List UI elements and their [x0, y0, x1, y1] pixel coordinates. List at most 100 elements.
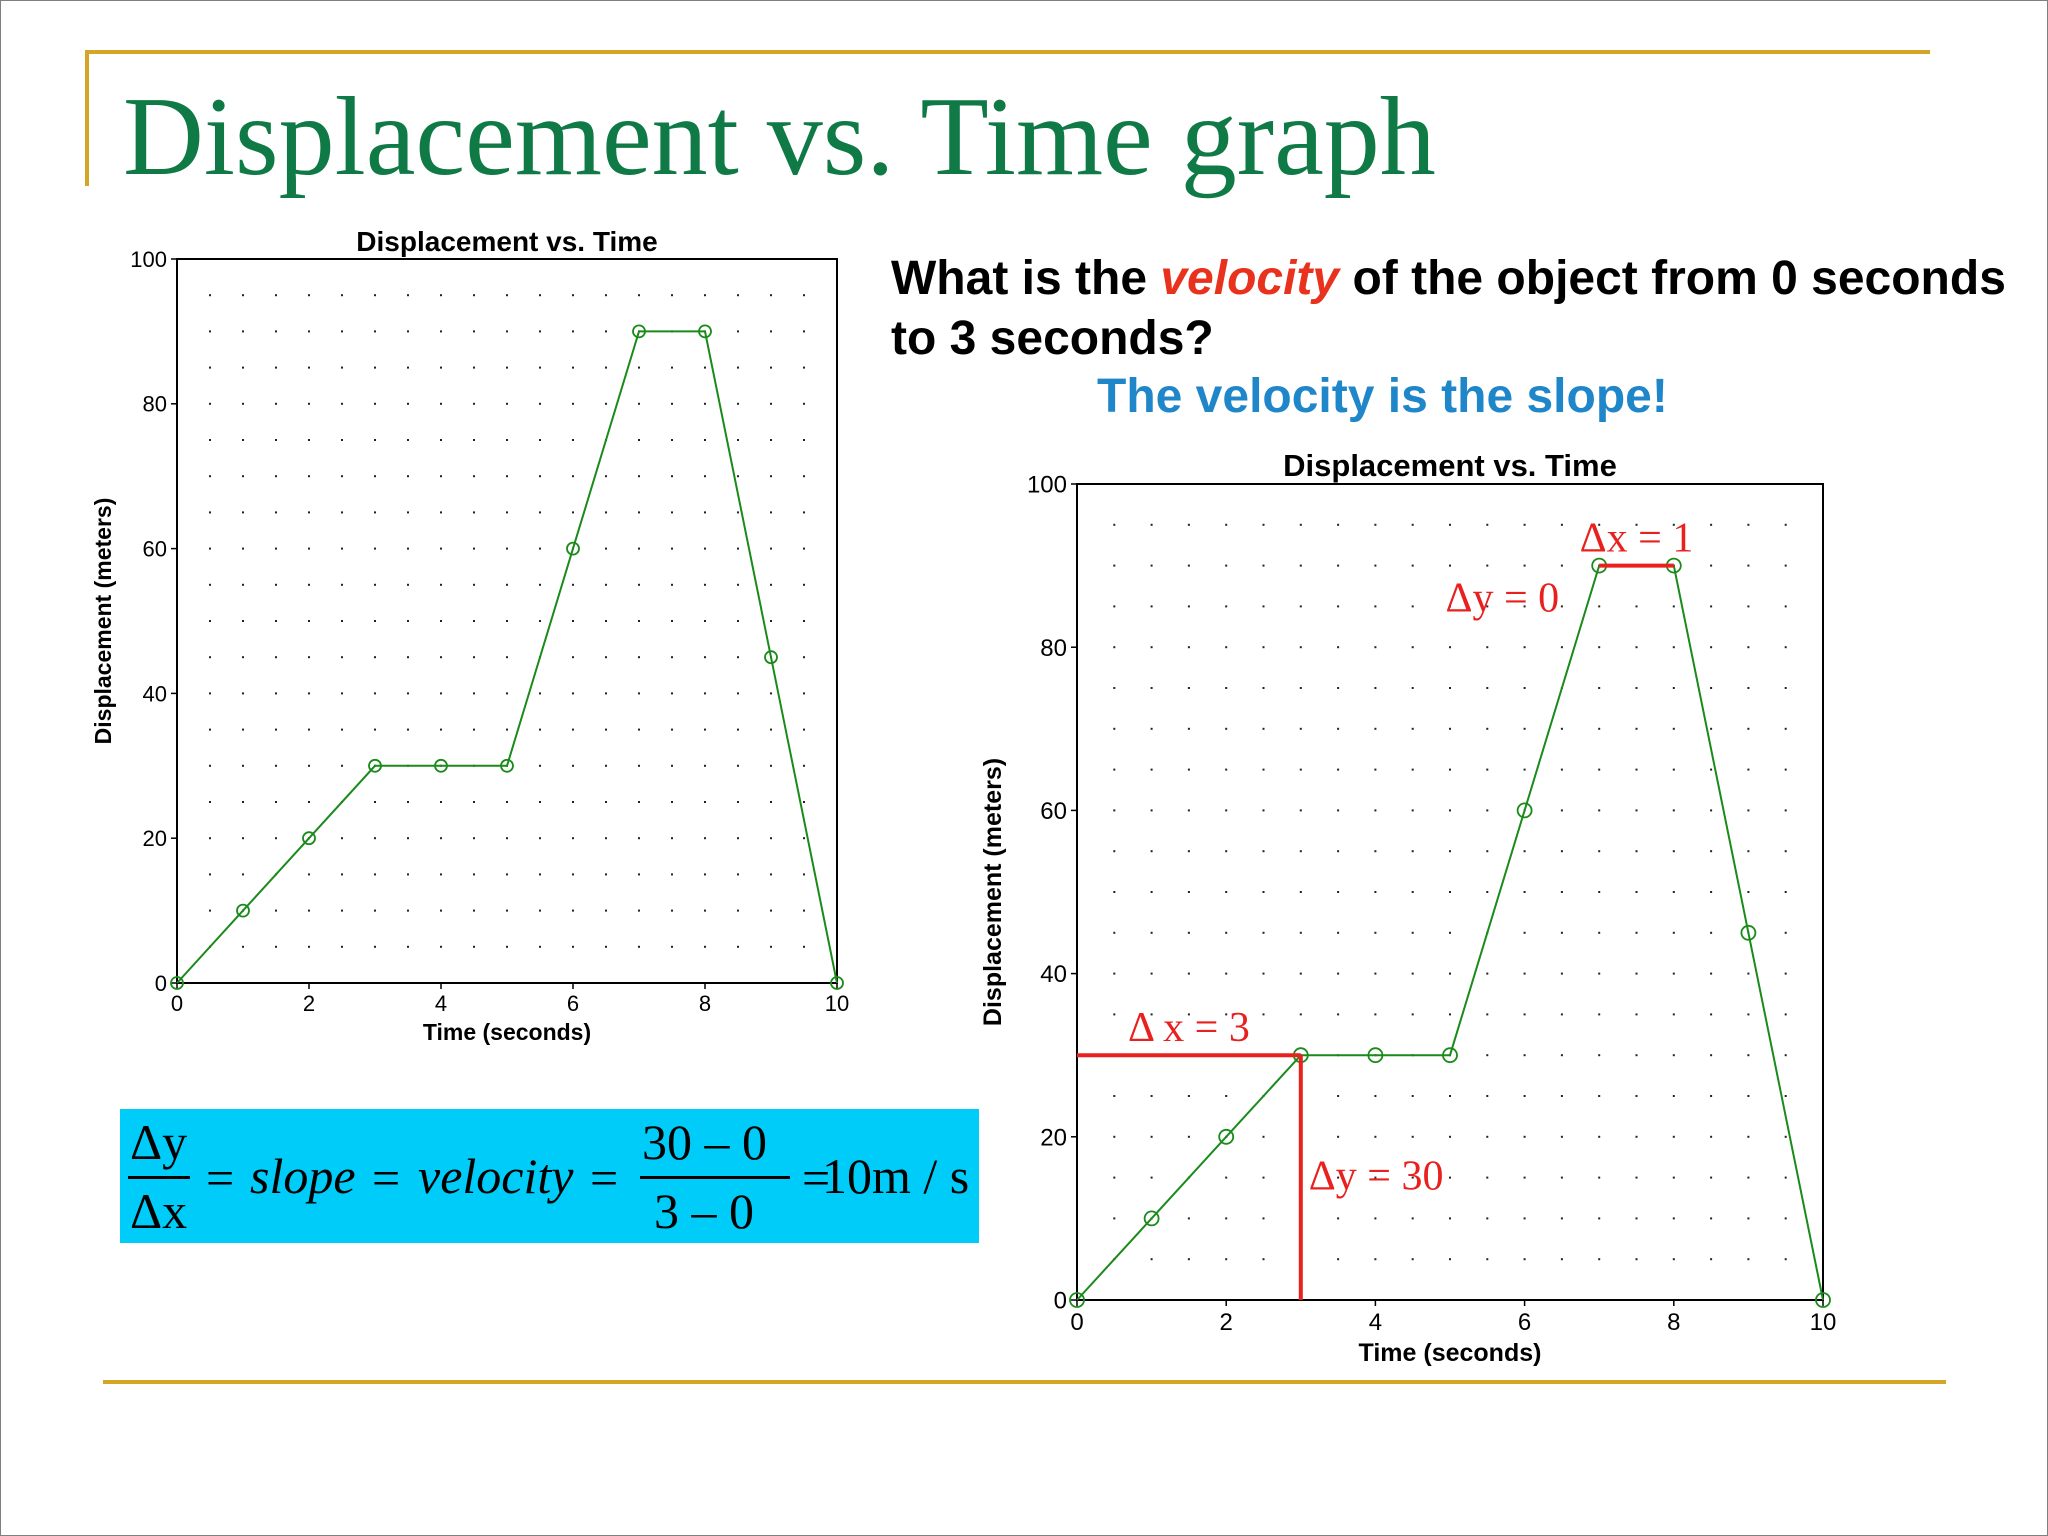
formula-velocity: velocity	[418, 1148, 574, 1204]
grid-dot	[1560, 1258, 1563, 1261]
grid-dot	[1523, 1176, 1526, 1179]
grid-dot	[1672, 891, 1675, 893]
grid-dot	[803, 692, 805, 695]
grid-dot	[605, 294, 607, 297]
question-text: What is the velocity of the object from …	[891, 249, 2011, 369]
grid-dot	[1710, 809, 1713, 812]
grid-dot	[638, 764, 640, 767]
grid-dot	[1560, 1217, 1563, 1220]
grid-dot	[275, 945, 277, 948]
grid-dot	[1337, 523, 1340, 526]
grid-dot	[308, 692, 310, 695]
grid-dot	[209, 728, 211, 731]
grid-dot	[1113, 1176, 1116, 1179]
grid-dot	[242, 656, 244, 659]
grid-dot	[308, 620, 310, 622]
grid-dot	[803, 294, 805, 297]
grid-dot	[1113, 809, 1116, 812]
grid-dot	[1299, 768, 1302, 771]
grid-dot	[1113, 523, 1116, 526]
grid-dot	[209, 330, 211, 333]
grid-dot	[1299, 605, 1302, 608]
grid-dot	[473, 837, 475, 840]
grid-dot	[1784, 768, 1787, 771]
grid-dot	[1486, 972, 1489, 975]
grid-dot	[1150, 564, 1153, 567]
data-point	[302, 831, 316, 846]
grid-dot	[638, 366, 640, 369]
grid-dot	[572, 656, 574, 659]
grid-dot	[803, 764, 805, 767]
annotation-label: Δx = 1	[1580, 516, 1694, 562]
grid-dot	[1187, 1258, 1190, 1261]
grid-dot	[407, 330, 409, 333]
grid-dot	[374, 801, 376, 803]
grid-dot	[407, 439, 409, 441]
grid-dot	[572, 402, 574, 405]
grid-dot	[1784, 891, 1787, 893]
grid-dot	[374, 547, 376, 550]
grid-dot	[572, 764, 574, 767]
grid-dot	[1187, 727, 1190, 730]
grid-dot	[275, 656, 277, 659]
grid-dot	[440, 439, 442, 441]
grid-dot	[1262, 972, 1265, 975]
grid-dot	[1225, 605, 1228, 608]
grid-dot	[341, 511, 343, 514]
formula-dx: Δx	[130, 1183, 188, 1239]
grid-dot	[1560, 605, 1563, 608]
grid-dot	[275, 511, 277, 514]
left-accent-rule	[85, 50, 89, 186]
grid-dot	[1635, 850, 1638, 853]
grid-dot	[242, 945, 244, 948]
grid-dot	[539, 620, 541, 622]
grid-dot	[1411, 727, 1414, 730]
grid-dot	[209, 801, 211, 803]
grid-dot	[1337, 850, 1340, 853]
grid-dot	[1411, 523, 1414, 526]
grid-dot	[1374, 972, 1377, 975]
grid-dot	[1598, 768, 1601, 771]
grid-dot	[275, 764, 277, 767]
grid-dot	[704, 945, 706, 948]
grid-dot	[440, 728, 442, 731]
grid-dot	[1672, 768, 1675, 771]
grid-dot	[341, 620, 343, 622]
grid-dot	[1710, 768, 1713, 771]
grid-dot	[1560, 1054, 1563, 1057]
grid-dot	[671, 475, 673, 478]
grid-dot	[704, 728, 706, 731]
data-point	[1442, 1047, 1458, 1064]
grid-dot	[506, 837, 508, 840]
grid-dot	[209, 475, 211, 478]
grid-dot	[803, 402, 805, 405]
formula-result: 10m / s	[822, 1148, 970, 1204]
grid-dot	[1411, 809, 1414, 812]
grid-dot	[638, 547, 640, 550]
grid-dot	[1299, 931, 1302, 934]
grid-dot	[803, 873, 805, 876]
grid-dot	[1225, 809, 1228, 812]
grid-dot	[407, 945, 409, 948]
grid-dot	[1187, 850, 1190, 853]
grid-dot	[704, 873, 706, 876]
grid-dot	[803, 547, 805, 550]
grid-dot	[1560, 1013, 1563, 1016]
grid-dot	[1150, 891, 1153, 893]
annotation-label: Δy = 30	[1309, 1154, 1444, 1200]
grid-dot	[1486, 1054, 1489, 1057]
grid-dot	[1262, 727, 1265, 730]
grid-dot	[1113, 931, 1116, 934]
grid-dot	[803, 366, 805, 369]
grid-dot	[209, 620, 211, 622]
grid-dot	[605, 511, 607, 514]
grid-dot	[671, 873, 673, 876]
grid-dot	[605, 801, 607, 803]
grid-dot	[1672, 1013, 1675, 1016]
grid-dot	[1187, 768, 1190, 771]
grid-dot	[1560, 1176, 1563, 1179]
grid-dot	[803, 728, 805, 731]
grid-dot	[374, 511, 376, 514]
grid-dot	[572, 294, 574, 297]
